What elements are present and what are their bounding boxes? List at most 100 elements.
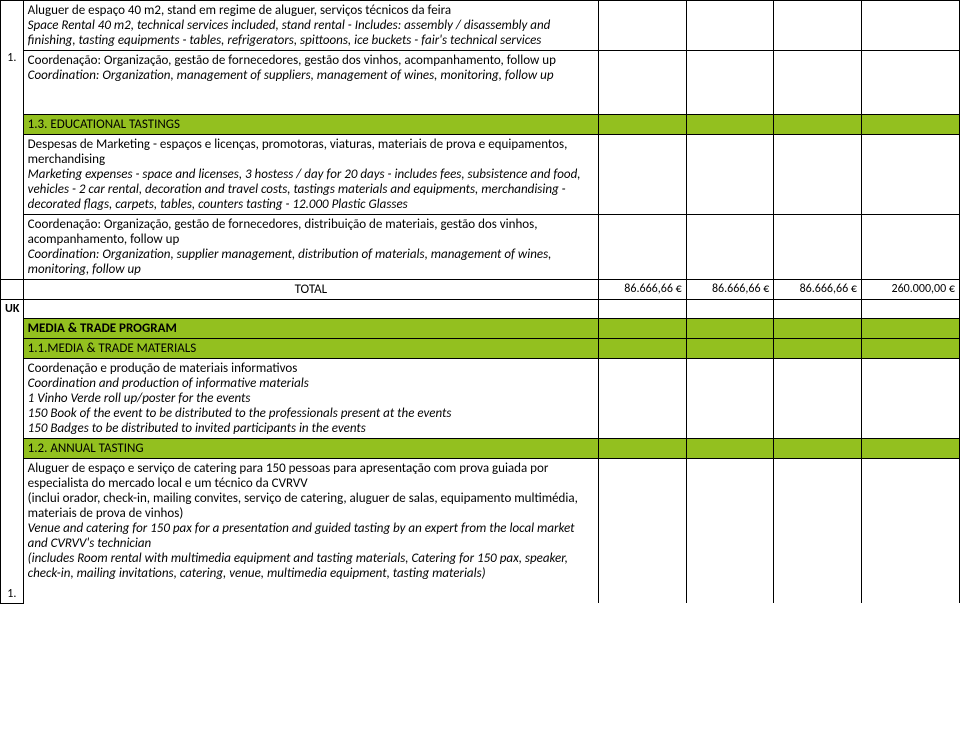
text-line: Coordination: Organization, supplier man… <box>28 247 552 277</box>
text-line: (inclui orador, check-in, mailing convit… <box>28 491 578 521</box>
table-row: Coordenação e produção de materiais info… <box>1 358 960 438</box>
value-cell <box>861 338 959 358</box>
value-cell <box>774 438 862 458</box>
value-cell <box>686 215 774 280</box>
value-cell <box>686 358 774 438</box>
value-cell <box>861 215 959 280</box>
value-cell <box>861 1 959 51</box>
value-cell <box>861 458 959 603</box>
empty-cell <box>1 115 24 135</box>
total-value: 260.000,00 € <box>861 280 959 300</box>
value-cell <box>861 135 959 215</box>
value-cell <box>599 438 687 458</box>
value-cell <box>774 458 862 603</box>
text-line: 150 Book of the event to be distributed … <box>28 406 452 421</box>
value-cell <box>686 318 774 338</box>
value-cell <box>686 438 774 458</box>
row-number: 1. <box>1 1 24 115</box>
value-cell <box>599 338 687 358</box>
row-number: 1. <box>1 458 24 603</box>
value-cell <box>774 358 862 438</box>
value-cell <box>774 338 862 358</box>
value-cell <box>686 115 774 135</box>
row-desc: Coordenação: Organização, gestão de forn… <box>23 51 598 115</box>
value-cell <box>599 300 687 319</box>
value-cell <box>861 318 959 338</box>
value-cell <box>599 215 687 280</box>
row-desc: Aluguer de espaço e serviço de catering … <box>23 458 598 603</box>
text-line: Aluguer de espaço 40 m2, stand em regime… <box>28 3 451 18</box>
header-label: 1.1.MEDIA & TRADE MATERIALS <box>23 338 598 358</box>
header-label: MEDIA & TRADE PROGRAM <box>23 318 598 338</box>
table-row: 1. Aluguer de espaço e serviço de cateri… <box>1 458 960 603</box>
text-line: Coordenação e produção de materiais info… <box>28 361 298 376</box>
value-cell <box>599 358 687 438</box>
value-cell <box>774 318 862 338</box>
value-cell <box>774 115 862 135</box>
section-header: 1.2. ANNUAL TASTING <box>1 438 960 458</box>
section-header: MEDIA & TRADE PROGRAM <box>1 318 960 338</box>
value-cell <box>774 51 862 115</box>
value-cell <box>774 300 862 319</box>
uk-row: UK <box>1 300 960 319</box>
table-row: Coordenação: Organização, gestão de forn… <box>1 215 960 280</box>
value-cell <box>686 135 774 215</box>
budget-table: 1. Aluguer de espaço 40 m2, stand em reg… <box>0 0 960 604</box>
text-line: 150 Badges to be distributed to invited … <box>28 421 366 436</box>
table-row: Coordenação: Organização, gestão de forn… <box>1 51 960 115</box>
value-cell <box>599 318 687 338</box>
text-line: (includes Room rental with multimedia eq… <box>28 551 568 581</box>
text-line: Venue and catering for 150 pax for a pre… <box>28 521 575 551</box>
row-desc: Coordenação: Organização, gestão de forn… <box>23 215 598 280</box>
value-cell <box>861 51 959 115</box>
value-cell <box>861 438 959 458</box>
value-cell <box>774 135 862 215</box>
value-cell <box>774 215 862 280</box>
value-cell <box>599 51 687 115</box>
text-line: Coordination: Organization, management o… <box>28 68 554 83</box>
value-cell <box>599 115 687 135</box>
value-cell <box>599 1 687 51</box>
empty-cell <box>1 338 24 358</box>
empty-cell <box>1 438 24 458</box>
table-row: Despesas de Marketing - espaços e licenç… <box>1 135 960 215</box>
text-line: Space Rental 40 m2, technical services i… <box>28 18 551 48</box>
value-cell <box>686 51 774 115</box>
text-line: Despesas de Marketing - espaços e licenç… <box>28 137 568 167</box>
text-line: Marketing expenses - space and licenses,… <box>28 167 581 212</box>
total-value: 86.666,66 € <box>686 280 774 300</box>
row-desc: Aluguer de espaço 40 m2, stand em regime… <box>23 1 598 51</box>
header-label: 1.2. ANNUAL TASTING <box>23 438 598 458</box>
row-desc: Despesas de Marketing - espaços e licenç… <box>23 135 598 215</box>
value-cell <box>686 458 774 603</box>
uk-label: UK <box>1 300 24 319</box>
empty-cell <box>1 280 24 300</box>
value-cell <box>861 358 959 438</box>
header-label: 1.3. EDUCATIONAL TASTINGS <box>23 115 598 135</box>
row-desc: Coordenação e produção de materiais info… <box>23 358 598 438</box>
text-line: 1 Vinho Verde roll up/poster for the eve… <box>28 391 251 406</box>
value-cell <box>774 1 862 51</box>
section-header: 1.1.MEDIA & TRADE MATERIALS <box>1 338 960 358</box>
value-cell <box>599 135 687 215</box>
empty-cell <box>1 135 24 215</box>
text-line: Coordenação: Organização, gestão de forn… <box>28 53 556 68</box>
total-row: TOTAL 86.666,66 € 86.666,66 € 86.666,66 … <box>1 280 960 300</box>
total-label: TOTAL <box>23 280 598 300</box>
empty-cell <box>23 300 598 319</box>
value-cell <box>861 300 959 319</box>
empty-cell <box>1 215 24 280</box>
value-cell <box>686 338 774 358</box>
value-cell <box>599 458 687 603</box>
empty-cell <box>1 318 24 338</box>
section-header: 1.3. EDUCATIONAL TASTINGS <box>1 115 960 135</box>
text-line: Coordenação: Organização, gestão de forn… <box>28 217 538 247</box>
value-cell <box>861 115 959 135</box>
text-line: Coordination and production of informati… <box>28 376 309 391</box>
empty-cell <box>1 358 24 438</box>
value-cell <box>686 300 774 319</box>
total-value: 86.666,66 € <box>774 280 862 300</box>
total-value: 86.666,66 € <box>599 280 687 300</box>
table-row: 1. Aluguer de espaço 40 m2, stand em reg… <box>1 1 960 51</box>
text-line: Aluguer de espaço e serviço de catering … <box>28 461 549 491</box>
